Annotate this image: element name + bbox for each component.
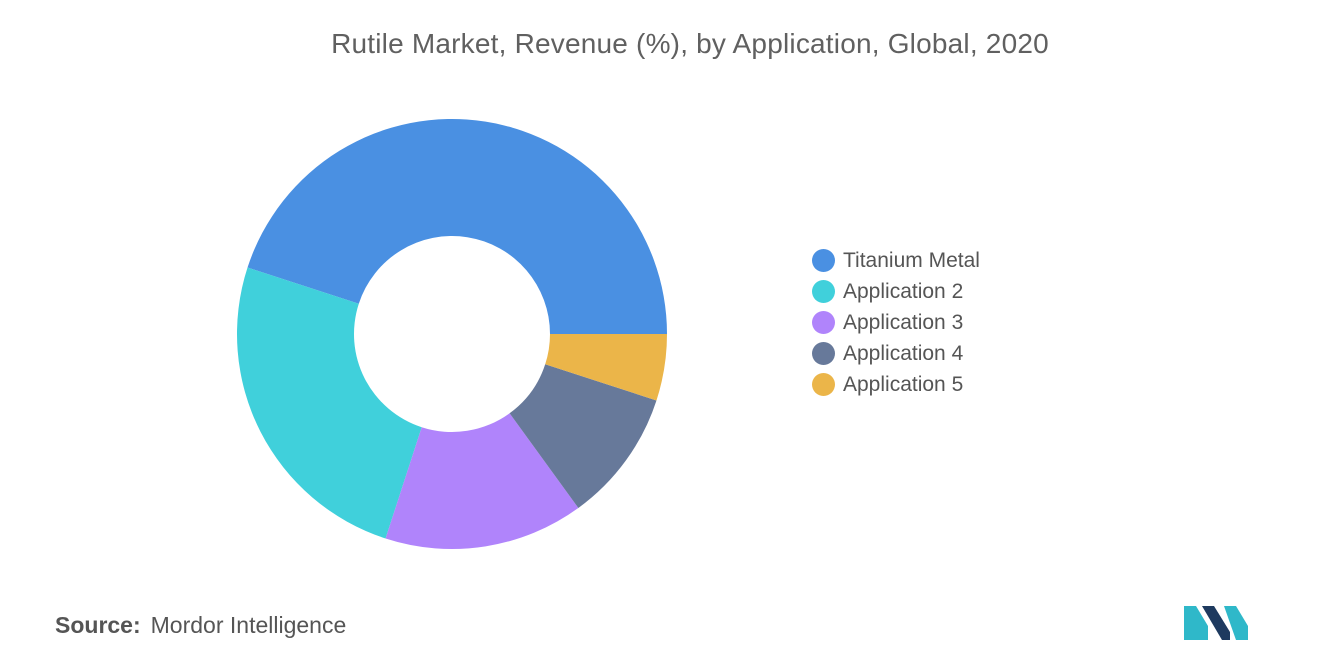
chart-legend: Titanium Metal Application 2 Application 3… — [812, 245, 980, 400]
legend-swatch-icon — [812, 311, 835, 334]
donut-slices — [236, 118, 668, 550]
legend-label: Application 5 — [843, 372, 964, 396]
source-value: Mordor Intelligence — [150, 612, 347, 638]
legend-label: Application 3 — [843, 310, 964, 334]
legend-label: Titanium Metal — [843, 248, 980, 272]
legend-swatch-icon — [812, 373, 835, 396]
donut-slice-2 — [236, 267, 422, 539]
donut-slice-3 — [385, 413, 579, 550]
legend-item: Application 5 — [812, 369, 980, 400]
legend-swatch-icon — [812, 280, 835, 303]
donut-slice-5 — [545, 334, 667, 401]
logo-right-stroke — [1224, 606, 1248, 640]
mordor-intelligence-logo-icon — [1184, 606, 1248, 640]
legend-item: Application 3 — [812, 307, 980, 338]
legend-label: Application 4 — [843, 341, 964, 365]
logo-left-stroke — [1184, 606, 1208, 640]
legend-label: Application 2 — [843, 279, 964, 303]
chart-title: Rutile Market, Revenue (%), by Applicati… — [331, 28, 1049, 59]
legend-swatch-icon — [812, 342, 835, 365]
source-label: Source: — [55, 612, 141, 638]
donut-slice-1 — [247, 118, 668, 335]
source-note: Source: Mordor Intelligence — [55, 612, 346, 639]
legend-swatch-icon — [812, 249, 835, 272]
legend-item: Titanium Metal — [812, 245, 980, 276]
legend-item: Application 4 — [812, 338, 980, 369]
logo-middle-stroke — [1202, 606, 1230, 640]
donut-slice-4 — [509, 364, 657, 508]
legend-item: Application 2 — [812, 276, 980, 307]
